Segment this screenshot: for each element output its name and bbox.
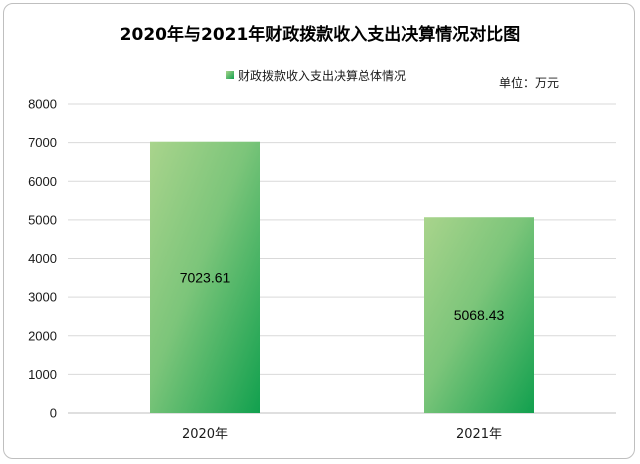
data-label: 7023.61 <box>180 269 231 285</box>
x-tick-label: 2020年 <box>182 427 228 442</box>
chart-title: 2020年与2021年财政拨款收入支出决算情况对比图 <box>120 24 521 45</box>
y-tick-label: 7000 <box>28 135 57 150</box>
y-tick-label: 0 <box>50 406 57 421</box>
y-tick-label: 4000 <box>28 251 57 266</box>
y-tick-label: 3000 <box>28 290 57 305</box>
unit-label: 单位：万元 <box>499 75 559 90</box>
y-tick-label: 5000 <box>28 212 57 227</box>
y-axis-ticks: 0 1000 2000 3000 4000 5000 6000 7000 8000 <box>28 97 57 421</box>
legend-label: 财政拨款收入支出决算总体情况 <box>238 68 406 83</box>
y-tick-label: 6000 <box>28 174 57 189</box>
x-axis: 2020年 2021年 <box>182 427 502 442</box>
legend-swatch <box>226 71 234 79</box>
y-tick-label: 8000 <box>28 97 57 112</box>
data-label: 5068.43 <box>454 307 505 323</box>
y-tick-label: 2000 <box>28 328 57 343</box>
x-tick-label: 2021年 <box>456 427 502 442</box>
bar <box>150 141 260 413</box>
bars: 7023.61 5068.43 <box>150 141 534 413</box>
y-tick-label: 1000 <box>28 367 57 382</box>
bar <box>424 217 534 413</box>
